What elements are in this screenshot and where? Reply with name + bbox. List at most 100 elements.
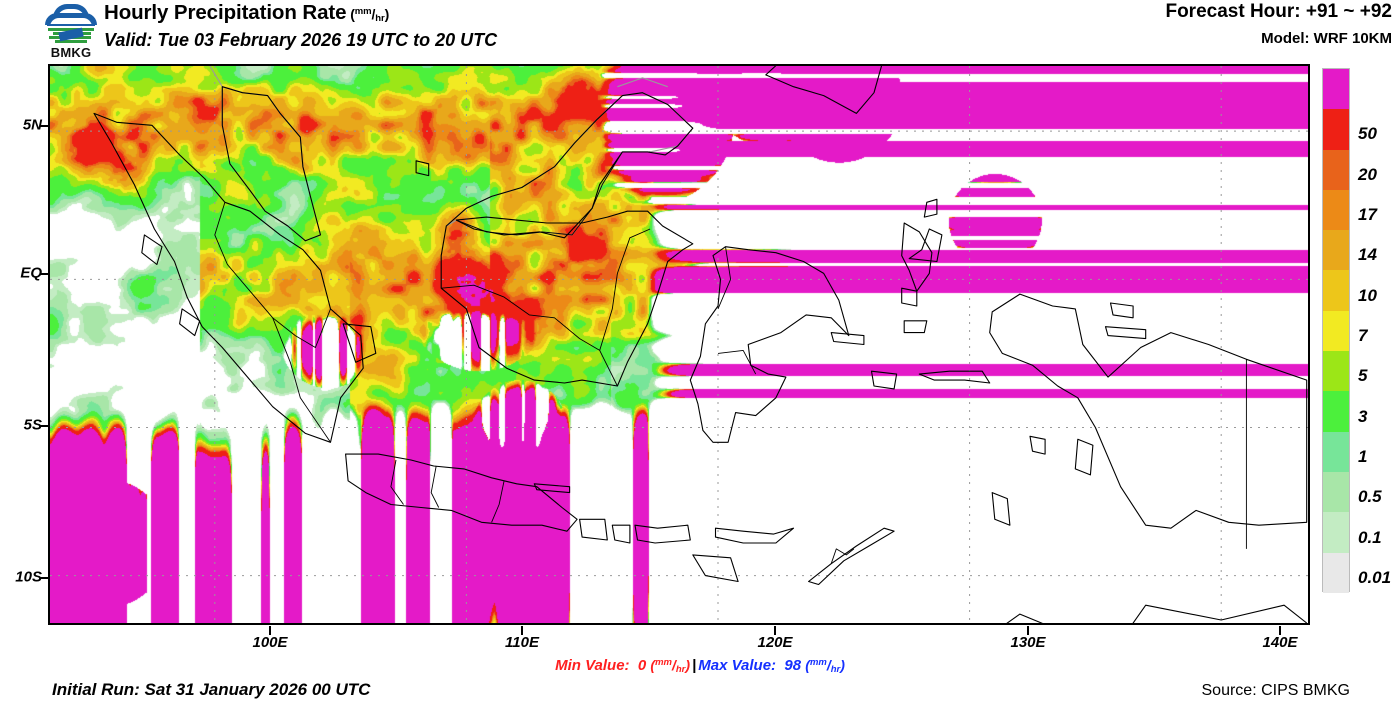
lon-tick — [521, 626, 523, 635]
admin-border-kaltim — [599, 228, 651, 351]
colorbar-band — [1323, 230, 1349, 271]
colorbar-band — [1323, 351, 1349, 392]
coastline-aru — [1074, 438, 1094, 476]
forecast-hour-label: Forecast Hour: +91 ~ +92 — [1165, 1, 1392, 22]
admin-border-sum_i1 — [214, 202, 274, 319]
model-label: Model: WRF 10KM — [1261, 30, 1392, 47]
colorbar-band — [1323, 270, 1349, 311]
max-value-group: Max Value: 98 (mm/hr) — [698, 657, 845, 675]
coastline-sulawesi — [689, 246, 850, 443]
coastline-madura — [533, 483, 571, 494]
coastline-buru — [870, 370, 898, 390]
coastline-malay — [221, 86, 322, 242]
coastline-yapen — [1104, 326, 1147, 340]
unit-denominator: hr — [375, 13, 385, 24]
max-label: Max Value: — [698, 657, 777, 674]
colorbar-label-0-1: 0.1 — [1358, 527, 1382, 547]
coastline-natuna — [415, 160, 430, 177]
coastline-bali — [579, 518, 608, 541]
max-unit: (mm/hr) — [805, 657, 845, 675]
coastline-papua — [989, 293, 1308, 529]
unit-numerator: mm — [354, 6, 372, 17]
coastline-aus — [1006, 604, 1308, 623]
lat-label-eq: EQ — [20, 264, 42, 282]
lon-label-100e: 100E — [252, 634, 288, 651]
coastline-mindanao — [765, 66, 883, 114]
lat-tick — [40, 425, 49, 427]
grey-border-borneo_n — [617, 77, 668, 88]
admin-border-sul_i2 — [717, 246, 732, 310]
lon-tick — [774, 626, 776, 635]
coastline-lombok — [611, 524, 631, 544]
lat-tick — [40, 273, 49, 275]
min-unit: (mm/hr) — [650, 657, 691, 675]
colorbar-label-14: 14 — [1358, 245, 1377, 265]
colorbar — [1322, 68, 1350, 593]
colorbar-band — [1323, 109, 1349, 150]
colorbar-label-10: 10 — [1358, 285, 1377, 305]
admin-border-mly_idn — [456, 151, 651, 236]
colorbar-band — [1323, 149, 1349, 190]
lon-label-120e: 120E — [757, 634, 793, 651]
title-text: Hourly Precipitation Rate — [104, 1, 347, 24]
colorbar-label-5: 5 — [1358, 366, 1368, 386]
coastline-bacan — [901, 287, 918, 307]
header-bar: BMKG Hourly Precipitation Rate (mm/hr) V… — [0, 0, 1400, 62]
lon-tick — [1027, 626, 1029, 635]
admin-border-timor_b — [830, 548, 855, 564]
colorbar-band — [1323, 69, 1349, 110]
coastline-borneo — [440, 92, 694, 387]
min-value-group: Min Value: 0 (mm/hr) — [555, 657, 691, 675]
coastline-halma — [901, 222, 933, 292]
coastline-sumbawa — [634, 524, 691, 544]
page-title: Hourly Precipitation Rate (mm/hr) — [104, 1, 389, 25]
coastline-nias — [141, 234, 163, 266]
colorbar-band — [1323, 552, 1349, 593]
coastline-timor — [808, 527, 895, 586]
precipitation-field — [50, 66, 1308, 623]
logo-label: BMKG — [50, 45, 92, 60]
lon-tick — [1279, 626, 1281, 635]
coastline-bangka — [342, 323, 377, 363]
colorbar-label-0-01: 0.01 — [1358, 567, 1392, 587]
bmkg-logo: BMKG — [40, 2, 102, 60]
coastline-biak — [1109, 302, 1134, 319]
min-label: Min Value: — [555, 657, 630, 674]
lat-tick — [40, 577, 49, 579]
colorbar-label-7: 7 — [1358, 326, 1368, 345]
colorbar-band — [1323, 471, 1349, 513]
lat-label-5s: 5S — [23, 416, 42, 434]
lon-label-130e: 130E — [1010, 634, 1046, 651]
admin-border-jav_i3 — [491, 480, 505, 523]
precipitation-map[interactable]: Copyright Sub Bidang Prediksi Cuaca BMKG… — [48, 64, 1310, 625]
coastline-seram — [918, 370, 991, 384]
initial-run-label: Initial Run: Sat 31 January 2026 00 UTC — [52, 680, 371, 699]
coastline-sumba — [692, 554, 739, 583]
colorbar-band — [1323, 512, 1349, 553]
coastline-flores — [714, 527, 795, 544]
coastline-morotai — [923, 198, 938, 218]
grey-border-sarawak_g — [445, 92, 694, 236]
lat-lon-gridlines — [50, 66, 1308, 623]
lon-tick — [269, 626, 271, 635]
colorbar-label-3: 3 — [1358, 406, 1368, 426]
colorbar-band — [1323, 431, 1349, 472]
coastline-java — [345, 453, 578, 532]
lon-label-110e: 110E — [505, 634, 539, 651]
grey-border-malay_pen — [221, 86, 322, 242]
admin-border-kal_int — [441, 284, 618, 387]
colorbar-label-17: 17 — [1358, 205, 1377, 225]
colorbar-band — [1323, 391, 1349, 432]
admin-border-sum_i2 — [272, 308, 331, 348]
colorbar-label-20: 20 — [1358, 164, 1377, 184]
minmax-readout: Min Value: 0 (mm/hr) | Max Value: 98 (mm/h… — [0, 657, 1400, 675]
lat-tick — [40, 125, 49, 127]
colorbar-label-1: 1 — [1358, 446, 1368, 466]
coastline-halm2 — [908, 228, 943, 263]
coastline-kei — [1029, 435, 1046, 455]
title-unit: (mm/hr) — [346, 6, 390, 24]
source-label: Source: CIPS BMKG — [1201, 682, 1351, 699]
colorbar-label-50: 50 — [1358, 124, 1377, 144]
admin-border-jav_i2 — [430, 465, 440, 508]
colorbar-band — [1323, 189, 1349, 231]
